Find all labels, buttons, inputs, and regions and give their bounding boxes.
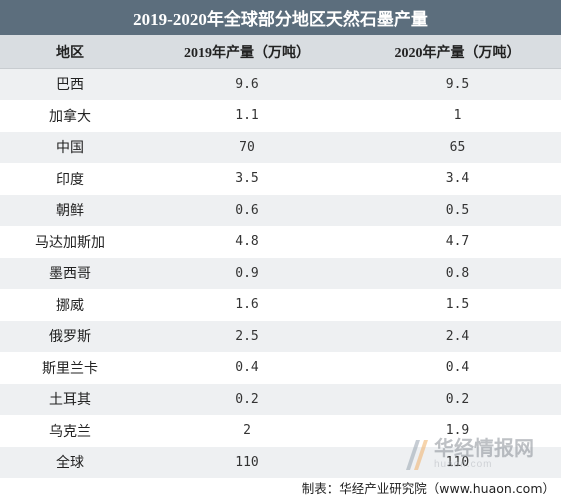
- cell-2019-value: 2: [140, 415, 354, 447]
- table-row: 乌克兰 2 1.9: [0, 415, 561, 447]
- cell-2020-value: 4.7: [354, 226, 561, 258]
- cell-2020-value: 0.2: [354, 383, 561, 416]
- cell-2019-value: 0.2: [140, 383, 354, 416]
- production-table: 地区 2019年产量（万吨） 2020年产量（万吨） 巴西 9.6 9.5 加拿大 1.…: [0, 35, 561, 479]
- table-title: 2019-2020年全球部分地区天然石墨产量: [0, 0, 563, 35]
- table-row: 土耳其 0.2 0.2: [0, 383, 561, 416]
- cell-2020-value: 110: [354, 446, 561, 479]
- header-region: 地区: [0, 35, 140, 69]
- cell-2020-value: 1.5: [354, 289, 561, 321]
- cell-2019-value: 3.5: [140, 163, 354, 195]
- cell-region: 印度: [0, 163, 140, 195]
- table-row: 中国 70 65: [0, 131, 561, 164]
- source-note: 制表：华经产业研究院（www.huaon.com）: [301, 481, 555, 496]
- cell-2020-value: 0.5: [354, 194, 561, 227]
- table-row: 墨西哥 0.9 0.8: [0, 257, 561, 290]
- table-row: 印度 3.5 3.4: [0, 163, 561, 195]
- cell-region: 朝鲜: [0, 194, 140, 227]
- cell-region: 乌克兰: [0, 415, 140, 447]
- cell-2020-value: 1.9: [354, 415, 561, 447]
- cell-2019-value: 0.9: [140, 257, 354, 290]
- cell-2019-value: 9.6: [140, 68, 354, 101]
- cell-2019-value: 2.5: [140, 320, 354, 353]
- cell-2020-value: 65: [354, 131, 561, 164]
- cell-region: 中国: [0, 131, 140, 164]
- table-row: 全球 110 110: [0, 446, 561, 479]
- cell-2019-value: 0.4: [140, 352, 354, 384]
- cell-region: 加拿大: [0, 100, 140, 132]
- header-row: 地区 2019年产量（万吨） 2020年产量（万吨）: [0, 35, 561, 69]
- cell-region: 挪威: [0, 289, 140, 321]
- cell-2020-value: 3.4: [354, 163, 561, 195]
- table-row: 挪威 1.6 1.5: [0, 289, 561, 321]
- cell-2019-value: 70: [140, 131, 354, 164]
- cell-region: 墨西哥: [0, 257, 140, 290]
- cell-region: 全球: [0, 446, 140, 479]
- cell-region: 马达加斯加: [0, 226, 140, 258]
- cell-region: 俄罗斯: [0, 320, 140, 353]
- cell-2020-value: 0.4: [354, 352, 561, 384]
- cell-2019-value: 1.1: [140, 100, 354, 132]
- cell-2020-value: 1: [354, 100, 561, 132]
- table-row: 俄罗斯 2.5 2.4: [0, 320, 561, 353]
- table-row: 朝鲜 0.6 0.5: [0, 194, 561, 227]
- table-body: 巴西 9.6 9.5 加拿大 1.1 1 中国 70 65 印度 3.5 3.4 朝鲜 0.6 0.5 马达加…: [0, 68, 561, 479]
- cell-region: 土耳其: [0, 383, 140, 416]
- table-row: 马达加斯加 4.8 4.7: [0, 226, 561, 258]
- cell-2020-value: 9.5: [354, 68, 561, 101]
- cell-region: 巴西: [0, 68, 140, 101]
- cell-2020-value: 0.8: [354, 257, 561, 290]
- header-2020: 2020年产量（万吨）: [354, 35, 561, 69]
- table-row: 加拿大 1.1 1: [0, 100, 561, 132]
- cell-2019-value: 1.6: [140, 289, 354, 321]
- table-row: 斯里兰卡 0.4 0.4: [0, 352, 561, 384]
- cell-2019-value: 4.8: [140, 226, 354, 258]
- cell-2019-value: 110: [140, 446, 354, 479]
- table-row: 巴西 9.6 9.5: [0, 68, 561, 101]
- cell-2019-value: 0.6: [140, 194, 354, 227]
- header-2019: 2019年产量（万吨）: [140, 35, 354, 69]
- cell-region: 斯里兰卡: [0, 352, 140, 384]
- cell-2020-value: 2.4: [354, 320, 561, 353]
